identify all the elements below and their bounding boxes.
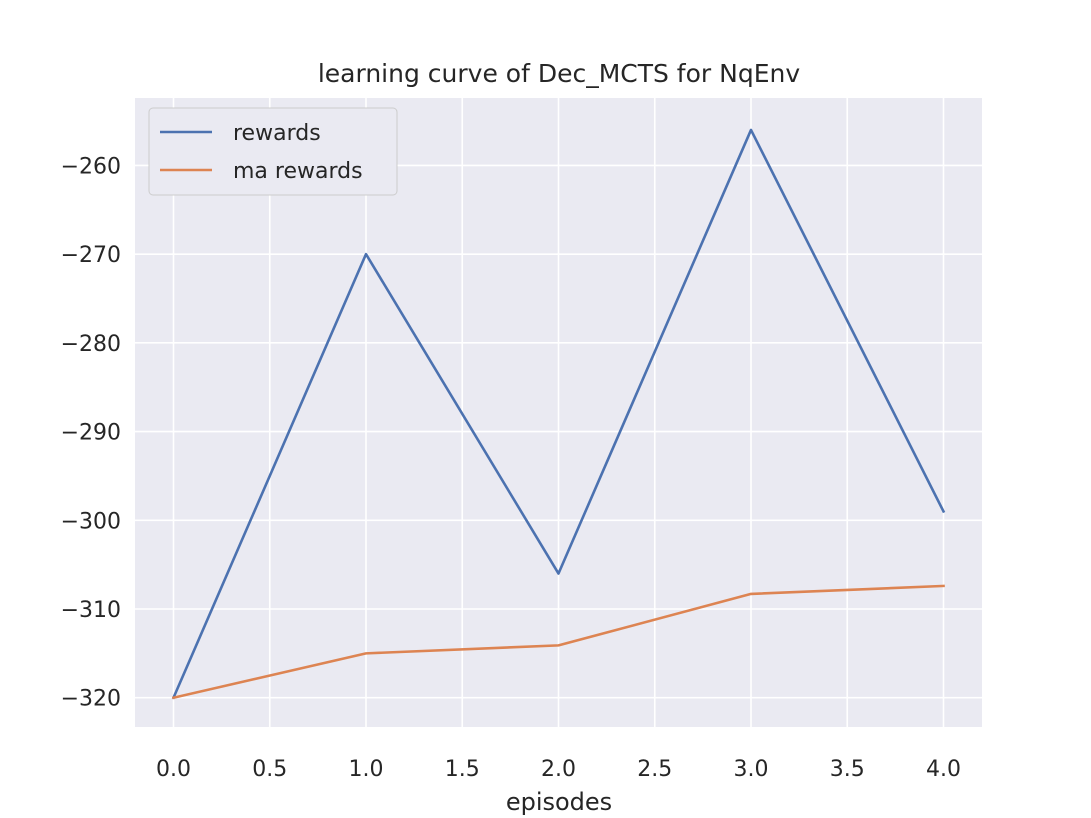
x-tick-label: 0.0 (156, 757, 191, 782)
y-tick-label: −300 (61, 509, 121, 534)
grid-lines (135, 98, 982, 727)
y-tick-label: −270 (61, 243, 121, 268)
x-tick-label: 4.0 (926, 757, 961, 782)
x-tick-label: 2.0 (541, 757, 576, 782)
y-tick-labels: −320 −310 −300 −290 −280 −270 −260 (61, 154, 121, 711)
legend-label: rewards (233, 121, 321, 146)
x-tick-label: 2.5 (637, 757, 672, 782)
y-tick-label: −290 (61, 421, 121, 446)
series-line-rewards (171, 128, 946, 700)
x-tick-label: 3.5 (830, 757, 865, 782)
x-tick-labels: 0.0 0.5 1.0 1.5 2.0 2.5 3.0 3.5 4.0 (156, 757, 961, 782)
y-tick-label: −310 (61, 598, 121, 623)
y-tick-label: −280 (61, 332, 121, 357)
legend-box (148, 107, 398, 196)
x-tick-label: 3.0 (734, 757, 769, 782)
legend: rewards ma rewards (148, 107, 398, 196)
y-tick-label: −320 (61, 687, 121, 712)
legend-label: ma rewards (233, 159, 363, 184)
x-axis-label: episodes (506, 788, 612, 816)
y-tick-label: −260 (61, 154, 121, 179)
x-tick-label: 1.0 (349, 757, 384, 782)
series-lines (171, 128, 946, 700)
series-line-ma-rewards (171, 584, 945, 700)
chart-title: learning curve of Dec_MCTS for NqEnv (318, 59, 800, 88)
x-tick-label: 1.5 (445, 757, 480, 782)
x-tick-label: 0.5 (252, 757, 287, 782)
